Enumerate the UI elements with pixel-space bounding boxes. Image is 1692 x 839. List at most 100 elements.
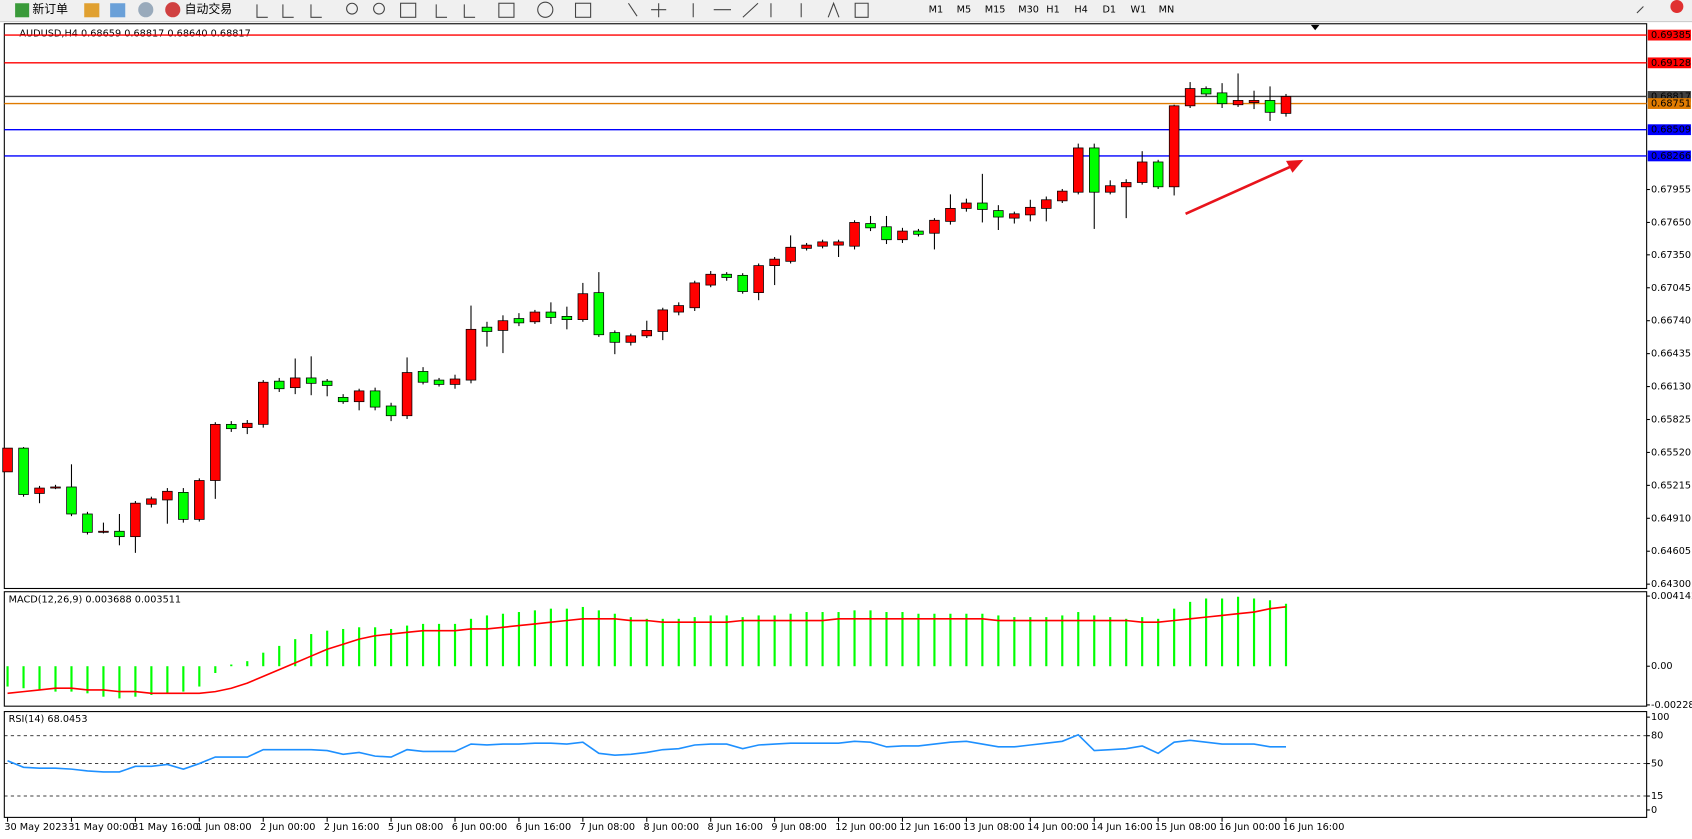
price-label: 0.68509 <box>1651 125 1691 136</box>
x-tick-label: 13 Jun 08:00 <box>963 822 1025 833</box>
plot: AUDUSD,H4 0.68659 0.68817 0.68640 0.6881… <box>2 28 1692 833</box>
drawing-tools[interactable] <box>627 1 869 18</box>
indicators[interactable] <box>498 2 515 18</box>
tool-icons <box>256 1 1644 18</box>
candle-body <box>1120 182 1132 188</box>
y-tick-label: 0.004142 <box>1651 591 1692 602</box>
x-tick-label: 2 Jun 16:00 <box>324 822 379 833</box>
x-tick-label: 30 May 2023 <box>4 822 67 833</box>
y-tick-label: 0.66740 <box>1651 316 1691 327</box>
candle-body <box>1104 185 1116 193</box>
icon[interactable] <box>110 3 126 18</box>
candle-body <box>737 274 748 292</box>
candle-body <box>1248 100 1260 103</box>
timeframe-button[interactable]: D1 <box>1102 5 1116 16</box>
candle-body <box>977 202 988 210</box>
signal-line <box>7 605 1287 695</box>
candle-body <box>34 487 45 494</box>
candle-body <box>337 396 349 403</box>
candle-body <box>417 371 429 383</box>
timeframe-button[interactable]: M5 <box>957 5 972 16</box>
tile[interactable] <box>400 2 417 18</box>
scroll-icons[interactable] <box>435 4 476 18</box>
candle-body <box>162 490 173 501</box>
x-tick-label: 8 Jun 16:00 <box>707 822 762 833</box>
timeframe-button[interactable]: M15 <box>985 5 1006 16</box>
toolbar <box>0 0 1692 22</box>
icon[interactable] <box>84 3 100 18</box>
candle-body <box>705 273 716 286</box>
auto-trade-label[interactable]: 自动交易 <box>185 2 232 16</box>
candle-body <box>98 530 109 533</box>
timeframe-button[interactable]: H1 <box>1046 5 1059 16</box>
candle-body <box>1009 213 1020 219</box>
candle-body <box>785 246 796 262</box>
timeframe-button[interactable]: M30 <box>1018 5 1039 16</box>
timeframe-button[interactable]: MN <box>1159 5 1175 16</box>
price-label: 0.68817 <box>1651 91 1691 102</box>
candle-body <box>673 305 684 313</box>
candle-body <box>305 377 317 384</box>
y-tick-label: -0.002286 <box>1651 700 1692 711</box>
price-label: 0.69128 <box>1651 58 1691 69</box>
y-tick-label: 0.65825 <box>1651 415 1691 426</box>
candle-body <box>465 328 477 381</box>
candle-body <box>913 230 924 235</box>
candle-body <box>114 530 125 538</box>
candle-body <box>433 379 445 385</box>
candle-body <box>1264 100 1276 113</box>
candle-body <box>625 335 637 343</box>
zoom-out[interactable] <box>373 2 385 15</box>
price-label-box <box>1647 91 1691 102</box>
candle-body <box>1184 88 1196 107</box>
templates[interactable] <box>574 2 592 18</box>
new-order-button[interactable]: 新订单 <box>15 2 68 18</box>
auto-trade-button[interactable]: 自动交易 <box>165 2 232 18</box>
candle-body <box>641 330 653 337</box>
candle-body <box>561 316 573 320</box>
candle-body <box>1025 206 1036 216</box>
price-label: 0.69385 <box>1651 30 1691 41</box>
candle-body <box>50 486 61 489</box>
notification[interactable] <box>1670 0 1684 13</box>
candle-body <box>1041 199 1052 209</box>
y-tick-label: 100 <box>1651 712 1670 723</box>
candle-body <box>82 513 93 533</box>
timeframe-button[interactable]: M1 <box>929 5 944 16</box>
y-tick-label: 0.67350 <box>1651 250 1691 261</box>
candle-body <box>289 377 301 389</box>
x-tick-label: 6 Jun 16:00 <box>516 822 571 833</box>
y-tick-label: 0.66130 <box>1651 382 1691 393</box>
periods[interactable] <box>537 1 554 18</box>
candle-body <box>833 241 844 246</box>
x-tick-label: 15 Jun 08:00 <box>1155 822 1217 833</box>
zoom-in[interactable] <box>346 2 358 15</box>
timeframe-button[interactable]: H4 <box>1074 5 1087 16</box>
candle-body <box>385 405 397 417</box>
x-tick-label: 14 Jun 00:00 <box>1027 822 1089 833</box>
candle-body <box>353 390 365 403</box>
x-tick-label: 5 Jun 08:00 <box>388 822 443 833</box>
candle-body <box>1057 190 1068 202</box>
candle-body <box>481 326 493 332</box>
timeframe-button[interactable]: W1 <box>1131 5 1147 16</box>
candle-body <box>146 498 157 505</box>
candle-body <box>130 502 141 538</box>
chart-type-icons[interactable] <box>256 4 322 18</box>
annotation-arrow <box>1185 159 1304 216</box>
new-order-label[interactable]: 新订单 <box>32 2 68 16</box>
price-panel <box>3 23 1648 590</box>
x-tick-label: 12 Jun 00:00 <box>835 822 897 833</box>
y-tick-label: 0.65520 <box>1651 447 1691 458</box>
x-tick-label: 16 Jun 00:00 <box>1219 822 1281 833</box>
candle-body <box>1216 92 1228 105</box>
y-tick-label: 0.67650 <box>1651 217 1691 228</box>
candle-body <box>721 273 732 278</box>
y-tick-label: 0.00 <box>1651 661 1673 672</box>
icon[interactable] <box>138 2 154 18</box>
candle-body <box>1200 88 1212 95</box>
candle-body <box>593 292 605 336</box>
search[interactable] <box>1636 6 1644 14</box>
candle-body <box>194 480 205 520</box>
